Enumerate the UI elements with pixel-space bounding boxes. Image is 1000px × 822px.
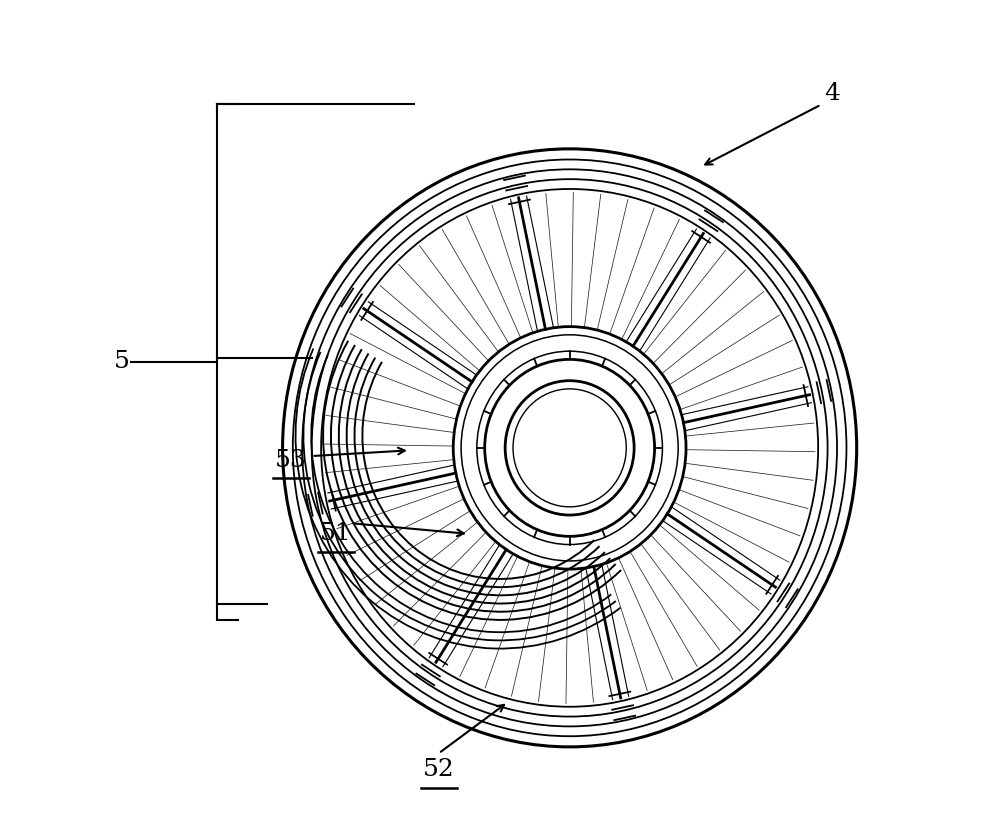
Text: 51: 51 — [320, 523, 352, 545]
Text: 53: 53 — [275, 449, 307, 472]
Text: 52: 52 — [423, 759, 454, 782]
Text: 4: 4 — [824, 81, 840, 104]
Text: 5: 5 — [114, 350, 129, 373]
